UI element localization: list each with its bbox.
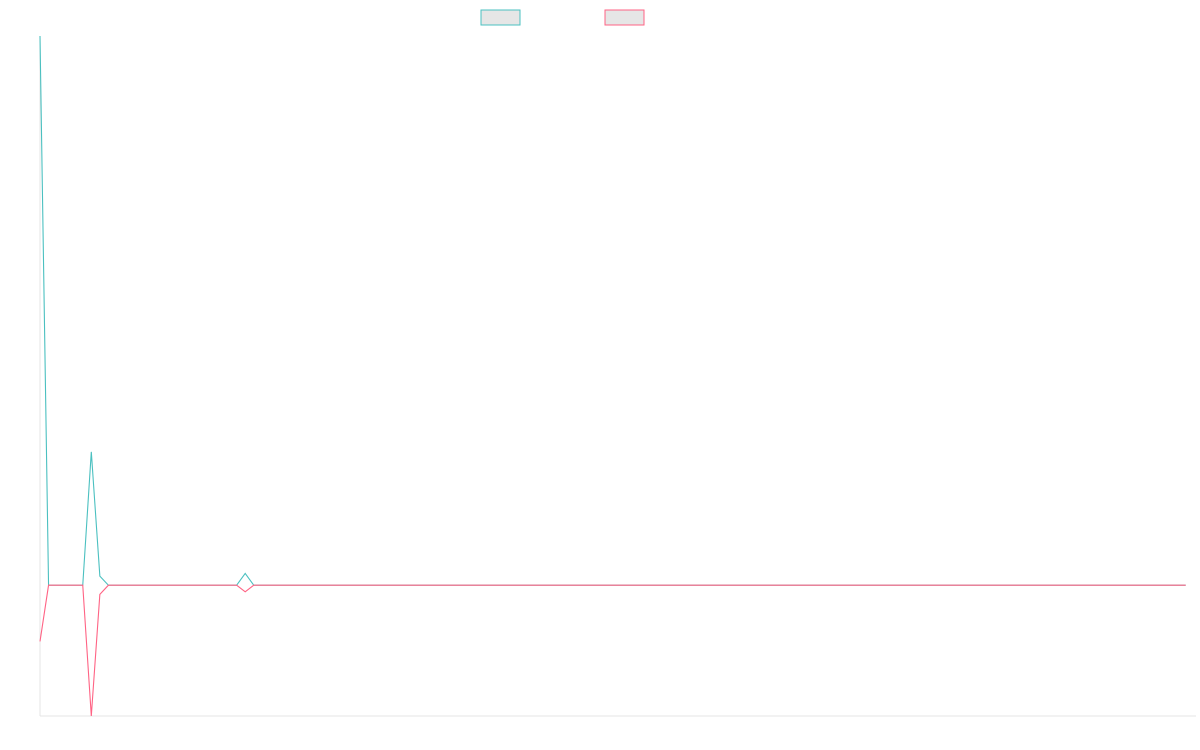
- plot-area: [39, 35, 1186, 717]
- legend-swatch-1[interactable]: [604, 9, 645, 26]
- series-line-0: [39, 35, 1186, 586]
- chart-legend[interactable]: [480, 9, 645, 26]
- legend-swatch-0[interactable]: [480, 9, 521, 26]
- series-line-1: [39, 584, 1186, 717]
- chart-axes: [39, 36, 1196, 717]
